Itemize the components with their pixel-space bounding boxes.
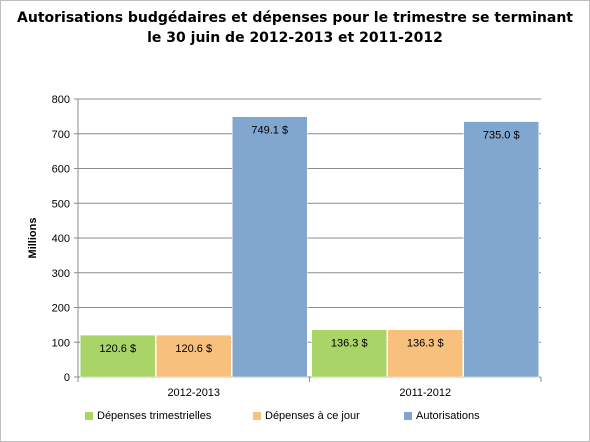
legend: Dépenses trimestrielles Dépenses à ce jo… xyxy=(1,410,589,426)
y-tick-label: 800 xyxy=(52,94,70,106)
y-tick-label: 0 xyxy=(64,372,70,384)
chart-title-line-1: Autorisations budgédaires et dépenses po… xyxy=(17,10,573,26)
legend-label: Autorisations xyxy=(416,410,480,422)
bar-autorisations-2012-2013 xyxy=(232,116,308,378)
data-label: 120.6 $ xyxy=(99,343,136,355)
data-label: 735.0 $ xyxy=(483,130,520,142)
legend-swatch xyxy=(253,412,261,420)
y-tick-label: 600 xyxy=(52,164,70,176)
bar-autorisations-2011-2012 xyxy=(463,121,539,378)
bar-d-penses-ce-jour-2012-2013 xyxy=(156,334,232,378)
data-label: 749.1 $ xyxy=(251,125,288,137)
legend-swatch xyxy=(85,412,93,420)
y-tick-label: 100 xyxy=(52,337,70,349)
bar-d-penses-trimestrielles-2011-2012 xyxy=(311,329,387,378)
data-label: 136.3 $ xyxy=(407,338,444,350)
legend-item-depenses-a-ce-jour: Dépenses à ce jour xyxy=(253,410,360,422)
y-tick-label: 300 xyxy=(52,268,70,280)
x-tick-label: 2012-2013 xyxy=(167,387,220,399)
chart-title: Autorisations budgédaires et dépenses po… xyxy=(1,8,589,48)
bar-d-penses-ce-jour-2011-2012 xyxy=(387,329,463,378)
y-tick-label: 500 xyxy=(52,198,70,210)
y-axis-title: Millions xyxy=(27,218,39,259)
chart-title-line-2: le 30 juin de 2012-2013 et 2011-2012 xyxy=(147,30,443,46)
legend-label: Dépenses trimestrielles xyxy=(97,410,212,422)
data-label: 136.3 $ xyxy=(331,338,368,350)
legend-label: Dépenses à ce jour xyxy=(265,410,360,422)
y-tick-label: 700 xyxy=(52,129,70,141)
data-label: 120.6 $ xyxy=(175,343,212,355)
bar-d-penses-trimestrielles-2012-2013 xyxy=(80,334,156,378)
x-tick-label: 2011-2012 xyxy=(399,387,451,399)
legend-item-depenses-trimestrielles: Dépenses trimestrielles xyxy=(85,410,211,422)
legend-swatch xyxy=(404,412,412,420)
y-tick-label: 400 xyxy=(52,233,70,245)
y-tick-label: 200 xyxy=(52,303,70,315)
legend-item-autorisations: Autorisations xyxy=(404,410,480,422)
